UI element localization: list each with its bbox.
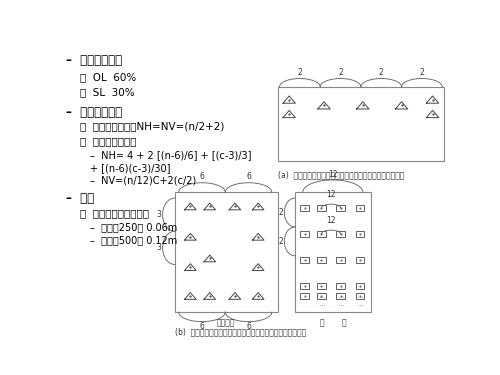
Text: 6: 6 — [246, 322, 251, 332]
Text: 2: 2 — [298, 68, 302, 77]
Bar — [336, 283, 345, 289]
Text: ⋯: ⋯ — [318, 295, 325, 301]
Text: 標: 標 — [319, 318, 324, 327]
Text: (b)  複数コース撮影のための標定点配置（撮影方向：左右）: (b) 複数コース撮影のための標定点配置（撮影方向：左右） — [175, 327, 306, 336]
Text: ・  OL  60%: ・ OL 60% — [80, 72, 136, 82]
Bar — [336, 293, 345, 299]
Bar — [336, 231, 345, 237]
Text: 12: 12 — [328, 170, 338, 178]
Bar — [336, 205, 345, 212]
Text: ⋯: ⋯ — [318, 303, 325, 309]
Text: ⋯: ⋯ — [356, 303, 364, 309]
Text: 2: 2 — [420, 68, 424, 77]
Text: 6: 6 — [200, 322, 204, 332]
Text: –  NV=(n/12)C+2(c/2): – NV=(n/12)C+2(c/2) — [90, 176, 196, 186]
Bar — [300, 293, 309, 299]
Text: + [(n-6)(c-3)/30]: + [(n-6)(c-3)/30] — [90, 163, 170, 173]
Text: 2: 2 — [278, 208, 283, 217]
Text: 水平位置: 水平位置 — [217, 318, 236, 327]
Text: 6: 6 — [246, 172, 251, 181]
Text: 12: 12 — [326, 216, 336, 225]
Bar — [317, 205, 326, 212]
Bar — [356, 231, 364, 237]
Bar — [356, 205, 364, 212]
Bar — [300, 283, 309, 289]
Text: 12: 12 — [326, 190, 336, 199]
Text: ・  複数コース撒影: ・ 複数コース撒影 — [80, 136, 136, 146]
Bar — [317, 293, 326, 299]
Bar — [356, 293, 364, 299]
Text: –  標定点の配点: – 標定点の配点 — [66, 106, 122, 118]
Text: –  レベル250　 0.06m: – レベル250 0.06m — [90, 223, 177, 232]
Bar — [295, 192, 370, 312]
Bar — [317, 283, 326, 289]
Bar — [300, 205, 309, 212]
Bar — [278, 87, 444, 160]
Text: ・  地上画像の要求精度: ・ 地上画像の要求精度 — [80, 208, 149, 218]
Text: –  NH= 4 + 2 [(n-6)/6] + [(c-3)/3]: – NH= 4 + 2 [(n-6)/6] + [(c-3)/3] — [90, 150, 251, 160]
Text: ⋯: ⋯ — [337, 303, 344, 309]
Bar — [336, 257, 345, 263]
Bar — [317, 257, 326, 263]
Bar — [356, 283, 364, 289]
Text: 2: 2 — [278, 237, 283, 246]
Text: 2: 2 — [379, 68, 384, 77]
Text: 6: 6 — [200, 172, 204, 181]
Bar — [300, 231, 309, 237]
Text: 2: 2 — [338, 68, 343, 77]
Text: –  レベル500　 0.12m: – レベル500 0.12m — [90, 235, 177, 245]
Text: –  撒影: – 撒影 — [66, 192, 94, 205]
Text: 3: 3 — [156, 210, 162, 219]
Text: ・  SL  30%: ・ SL 30% — [80, 87, 134, 97]
Bar — [317, 231, 326, 237]
Text: –  撒影（標準）: – 撒影（標準） — [66, 54, 122, 67]
Bar — [175, 192, 278, 312]
Text: ・  単コース撒影　NH=NV=(n/2+2): ・ 単コース撒影 NH=NV=(n/2+2) — [80, 122, 225, 132]
Bar — [300, 257, 309, 263]
Text: ⋯: ⋯ — [356, 295, 364, 301]
Text: 3: 3 — [156, 243, 162, 252]
Text: ⋯: ⋯ — [337, 295, 344, 301]
Bar — [356, 257, 364, 263]
Text: 準: 準 — [342, 318, 346, 327]
Text: (a)  単コース撮影のための標定点配置（撮影方向：左右）: (a) 単コース撮影のための標定点配置（撮影方向：左右） — [278, 171, 404, 180]
